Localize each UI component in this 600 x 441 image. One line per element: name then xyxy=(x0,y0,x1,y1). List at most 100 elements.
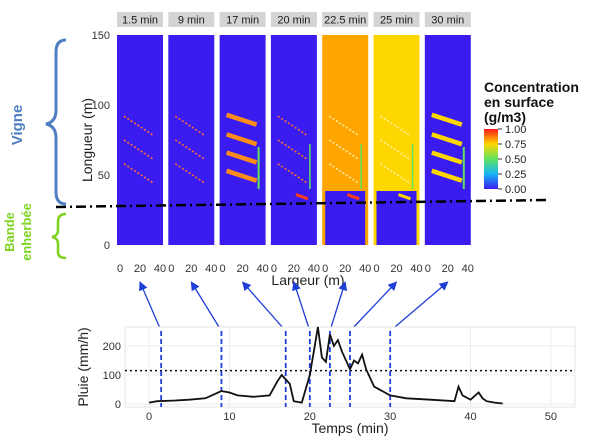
concentration-trace xyxy=(174,115,206,137)
facet-strip xyxy=(373,12,420,27)
facet-strip-label: 30 min xyxy=(431,15,464,27)
heatmap-y-axis-title: Longueur (m) xyxy=(79,98,95,182)
rain-y-tick: 0 xyxy=(115,399,121,411)
bande-brace xyxy=(51,212,67,260)
facet-strip-label: 22.5 min xyxy=(324,15,366,27)
heatmap-y-tick: 50 xyxy=(98,170,110,182)
heatmap-x-tick: 0 xyxy=(168,263,174,275)
marker-arrow xyxy=(389,281,449,332)
legend-ticks: 1.00 0.75 0.50 0.25 0.00 xyxy=(498,124,526,196)
concentration-spot xyxy=(346,193,360,201)
concentration-trace xyxy=(123,139,155,161)
vigne-brace xyxy=(45,38,67,206)
heatmap-x-tick: 40 xyxy=(308,263,320,275)
facet-6: 30 min 0 20 40 xyxy=(425,12,474,275)
heatmap-axes: Longueur (m) Largeur (m) xyxy=(79,98,345,288)
facet-0: 1.5 min 0 20 40 xyxy=(117,12,166,275)
concentration-band xyxy=(225,112,258,127)
facet-strip xyxy=(219,12,266,27)
concentration-trace xyxy=(380,115,411,137)
facet-pattern xyxy=(225,112,260,189)
legend: Concentration en surface (g/m3) 1.00 0.75… xyxy=(484,79,579,196)
concentration-band xyxy=(431,168,463,183)
concentration-trace xyxy=(328,163,360,185)
heatmap-x-tick: 20 xyxy=(134,263,146,275)
rain-x-tick: 40 xyxy=(464,411,476,423)
facet-strip-label: 9 min xyxy=(178,15,205,27)
heatmap-x-tick: 0 xyxy=(117,263,123,275)
concentration-trace xyxy=(174,139,206,161)
rain-x-tick: 30 xyxy=(384,411,396,423)
facet-pattern xyxy=(328,115,362,201)
marker-arrow xyxy=(139,281,162,332)
heatmap-x-tick: 20 xyxy=(185,263,197,275)
concentration-trace xyxy=(380,139,411,161)
facet-strip xyxy=(270,12,317,27)
legend-title-line3: (g/m3) xyxy=(484,109,526,125)
marker-arrow xyxy=(190,281,222,332)
heatmap-panel: 1.5 min 0 20 40 9 min 0 20 40 17 min 0 20 40 20 min 0… xyxy=(92,12,474,275)
concentration-band xyxy=(225,168,258,183)
heatmap-x-tick: 40 xyxy=(410,263,422,275)
concentration-band xyxy=(225,132,258,147)
concentration-band xyxy=(431,112,463,127)
bande-label-line2: enherbée xyxy=(19,203,34,261)
facet-pattern xyxy=(380,115,414,201)
facet-2: 17 min 0 20 40 xyxy=(220,12,269,275)
rain-series-line xyxy=(148,326,503,405)
heatmap-x-tick: 20 xyxy=(339,263,351,275)
concentration-spot xyxy=(398,193,411,201)
concentration-trace xyxy=(277,139,309,161)
heatmap-x-tick: 0 xyxy=(373,263,379,275)
facet-strip-label: 20 min xyxy=(277,15,310,27)
legend-title-line1: Concentration xyxy=(484,79,579,95)
concentration-trace xyxy=(174,163,206,185)
heatmap-x-tick: 20 xyxy=(442,263,454,275)
heatmap-x-tick: 0 xyxy=(425,263,431,275)
marker-arrow xyxy=(329,281,348,332)
annotations: Vigne Bande enherbée xyxy=(2,38,67,261)
rain-x-tick: 10 xyxy=(223,411,235,423)
heatmap-x-tick: 0 xyxy=(271,263,277,275)
legend-tick-label: 1.00 xyxy=(505,124,526,136)
facet-strip-label: 17 min xyxy=(226,15,259,27)
facet-pattern xyxy=(277,115,311,201)
heatmap-x-tick: 20 xyxy=(390,263,402,275)
heatmap-x-tick: 20 xyxy=(236,263,248,275)
facet-5: 25 min 0 20 40 xyxy=(373,12,423,275)
facet-1: 9 min 0 20 40 xyxy=(168,12,217,275)
marker-arrow xyxy=(292,281,311,332)
facet-heatmap xyxy=(168,35,215,245)
vigne-label: Vigne xyxy=(9,105,26,146)
heatmap-x-tick: 20 xyxy=(288,263,300,275)
legend-title-line2: en surface xyxy=(484,94,554,110)
heatmap-x-tick: 0 xyxy=(220,263,226,275)
facet-strip xyxy=(168,12,215,27)
rain-y-tick: 100 xyxy=(103,370,121,382)
bande-label-line1: Bande xyxy=(2,212,17,252)
legend-tick-label: 0.75 xyxy=(505,139,526,151)
legend-tick-label: 0.25 xyxy=(505,169,526,181)
marker-arrows xyxy=(139,281,449,332)
concentration-trace xyxy=(380,163,411,185)
concentration-band xyxy=(431,132,463,147)
concentration-band xyxy=(431,150,463,165)
rain-y-axis-title: Pluie (mm/h) xyxy=(75,327,91,406)
heatmap-x-tick: 40 xyxy=(359,263,371,275)
concentration-spot xyxy=(295,193,309,201)
legend-tick-label: 0.50 xyxy=(505,154,526,166)
heatmap-y-tick: 0 xyxy=(104,240,110,252)
boundary-line xyxy=(55,198,549,209)
concentration-trace xyxy=(277,163,309,185)
facet-grass-strip xyxy=(376,191,417,245)
facet-strip-label: 25 min xyxy=(380,15,413,27)
marker-arrow xyxy=(241,281,287,332)
heatmap-x-tick: 40 xyxy=(154,263,166,275)
facet-pattern xyxy=(123,115,155,185)
facet-strip xyxy=(322,12,369,27)
facet-heatmap xyxy=(117,35,163,245)
heatmap-x-axis-title: Largeur (m) xyxy=(271,272,344,288)
concentration-trace xyxy=(328,139,360,161)
facet-grass-strip xyxy=(325,191,366,245)
heatmap-y-tick: 150 xyxy=(92,30,110,42)
